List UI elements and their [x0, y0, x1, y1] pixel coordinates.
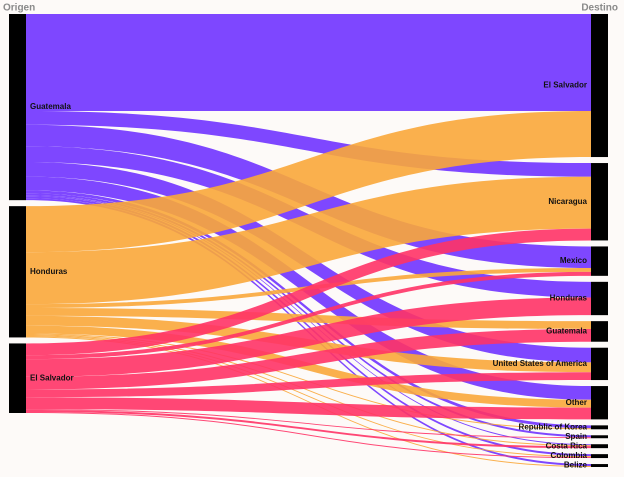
target-label: Honduras [550, 294, 588, 303]
right-header: Destino [581, 3, 618, 14]
flow [26, 308, 591, 329]
target-node [591, 347, 608, 381]
target-node [591, 246, 608, 276]
target-label: El Salvador [543, 81, 587, 90]
flow [26, 190, 591, 429]
target-label: Costa Rica [546, 441, 588, 450]
flow [26, 412, 591, 459]
target-label: Other [566, 398, 587, 407]
flow [26, 334, 591, 447]
target-node [591, 386, 608, 420]
flow [26, 228, 591, 356]
target-label: Guatemala [546, 327, 587, 336]
target-label: Spain [565, 432, 587, 441]
source-node [9, 206, 26, 338]
flow [26, 372, 591, 398]
left-header: Origen [3, 3, 35, 14]
target-node [591, 444, 608, 449]
target-node [591, 321, 608, 342]
flow [26, 328, 591, 390]
source-node [9, 14, 26, 201]
flow [26, 14, 591, 111]
target-label: United States of America [493, 359, 588, 368]
target-label: Belize [564, 461, 588, 470]
flow [26, 335, 591, 458]
flow [26, 110, 591, 253]
target-node [591, 163, 608, 241]
target-node [591, 14, 608, 158]
flow [26, 410, 591, 449]
target-node [591, 435, 608, 439]
target-label: Colombia [551, 451, 588, 460]
source-label: Honduras [30, 267, 68, 276]
target-label: Nicaragua [548, 197, 587, 206]
flow [26, 409, 591, 439]
flow [26, 176, 591, 305]
flow [26, 397, 591, 420]
source-label: Guatemala [30, 102, 71, 111]
target-node [591, 281, 608, 316]
flow [26, 271, 591, 360]
target-node [591, 454, 608, 459]
flow [26, 336, 591, 467]
target-node [591, 464, 608, 467]
target-label: Republic of Korea [519, 422, 588, 431]
source-label: El Salvador [30, 373, 74, 382]
flow [26, 297, 591, 377]
flow [26, 325, 591, 408]
flow [26, 196, 591, 457]
links [26, 14, 591, 467]
source-node [9, 343, 26, 413]
target-node [591, 425, 608, 430]
target-label: Mexico [560, 256, 587, 265]
